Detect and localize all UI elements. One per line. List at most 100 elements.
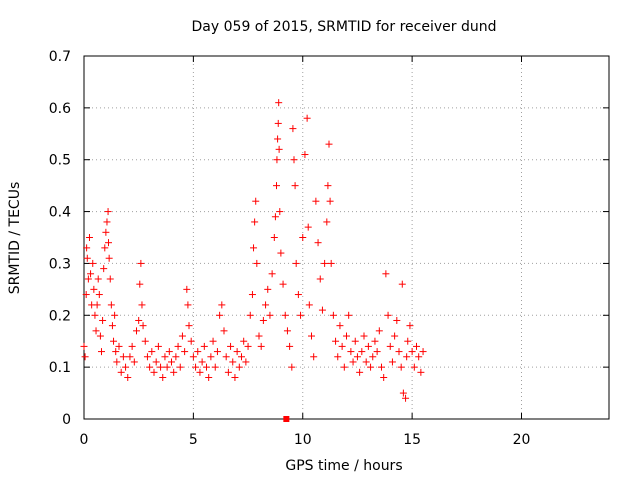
data-point [227,342,235,350]
data-point [316,275,324,283]
y-tick-label: 0.6 [49,101,71,117]
data-point [358,348,366,356]
data-point [345,311,353,319]
data-point [327,259,335,267]
data-point [373,348,381,356]
data-point [246,311,254,319]
data-point [395,348,403,356]
data-point [106,275,114,283]
data-point [415,353,423,361]
data-point [178,332,186,340]
data-point [305,301,313,309]
data-point [103,218,111,226]
data-point [367,363,375,371]
data-point [200,342,208,350]
data-point [274,135,282,143]
x-tick-label: 20 [513,432,531,448]
data-point [211,363,219,371]
x-axis-label: GPS time / hours [285,458,402,474]
data-point [347,348,355,356]
data-point [222,353,230,361]
y-axis-label: SRMTID / TECUs [7,182,23,295]
grid-layer [84,56,609,419]
data-point [240,337,248,345]
data-point [336,322,344,330]
data-point [378,363,385,371]
data-point [362,358,370,366]
data-point [303,114,311,122]
data-point [224,368,232,376]
data-point [94,275,102,283]
data-point [238,353,245,361]
x-tick-label: 5 [189,432,198,448]
data-point [115,342,123,350]
data-point [343,332,350,340]
data-point [273,156,281,164]
data-point [100,265,108,273]
data-point [253,259,261,267]
data-point [273,182,280,190]
data-point [264,285,272,293]
data-point [382,270,390,278]
data-point [417,368,425,376]
data-point [290,156,298,164]
data-point [87,270,95,278]
data-point [271,213,279,221]
data-point [270,234,278,241]
data-point [413,342,420,350]
data-point [329,311,337,319]
data-point [174,342,182,350]
data-point [279,280,287,288]
data-point [291,182,299,190]
data-point [98,348,105,356]
data-point [397,363,405,371]
data-point [172,353,180,361]
data-point [408,348,416,356]
data-point [117,368,125,376]
data-point [119,353,127,361]
data-point [353,353,361,361]
data-point [299,234,307,241]
data-point [406,322,414,330]
data-point [349,358,357,366]
data-point [351,337,359,345]
data-point [384,311,392,319]
data-point [181,348,189,356]
data-point [391,332,399,340]
data-point [292,259,300,267]
data-point [135,316,143,324]
data-point [268,270,276,278]
data-point [85,234,93,241]
y-tick-label: 0 [62,412,71,428]
data-point [110,337,118,345]
data-point [251,218,259,226]
data-point [286,342,294,350]
y-tick-label: 0.3 [49,256,71,272]
tick-label-layer: 0 5 10 15 20 0 0.1 0.2 0.3 0.4 0.5 0.6 0.7 [49,49,531,448]
data-point [419,348,427,356]
data-point [248,291,256,299]
data-point [218,301,226,309]
data-point [252,197,260,205]
data-point [209,337,217,345]
data-point [104,208,112,216]
data-point [369,353,377,361]
data-point [157,363,165,371]
data-point [143,353,151,361]
data-point [122,363,130,371]
data-point [275,145,283,153]
data-point [105,254,113,262]
data-point [301,151,309,159]
data-point [318,306,326,314]
data-point [126,353,134,361]
data-point [112,348,120,356]
data-point [259,316,267,324]
data-point [83,244,91,252]
y-tick-label: 0.1 [49,360,71,376]
chart-title: Day 059 of 2015, SRMTID for receiver dun… [192,19,497,35]
data-point [82,291,90,299]
data-point [183,285,191,293]
data-point [89,259,97,267]
data-point [410,363,418,371]
